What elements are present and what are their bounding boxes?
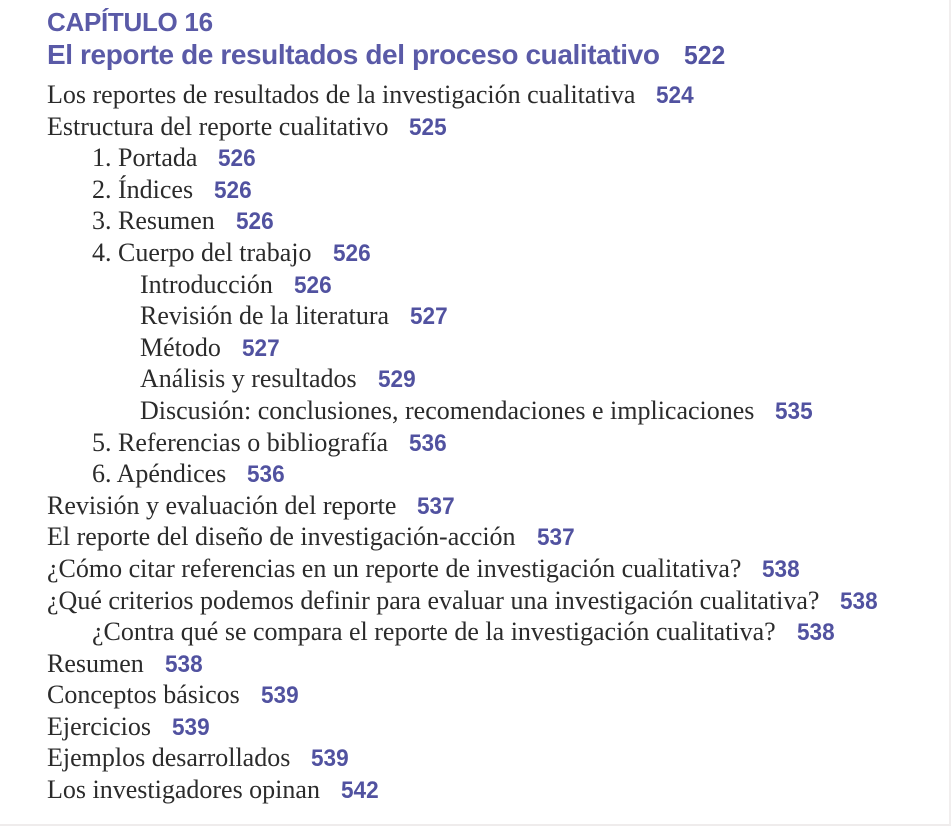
toc-entry-page-number: 537	[417, 492, 456, 520]
toc-entry-text: 5. Referencias o bibliografía	[92, 427, 388, 457]
toc-entry: Revisión y evaluación del reporte 537	[47, 490, 949, 522]
toc-entry: Método 527	[47, 332, 949, 364]
toc-entry-text: ¿Qué criterios podemos definir para eval…	[47, 585, 820, 615]
toc-entries: Los reportes de resultados de la investi…	[47, 79, 949, 806]
toc-entry-page-number: 539	[260, 682, 299, 710]
toc-entry: Los reportes de resultados de la investi…	[47, 79, 949, 111]
toc-entry-page-number: 526	[235, 208, 274, 236]
toc-entry: El reporte del diseño de investigación-a…	[47, 521, 949, 553]
toc-entry: ¿Contra qué se compara el reporte de la …	[47, 616, 949, 648]
toc-entry: Los investigadores opinan 542	[47, 774, 949, 806]
toc-entry-page-number: 526	[218, 145, 257, 173]
toc-entry-page-number: 525	[409, 113, 448, 141]
toc-entry-text: Discusión: conclusiones, recomendaciones…	[140, 395, 755, 425]
toc-entry-page-number: 536	[247, 461, 285, 489]
toc-entry-page-number: 538	[164, 650, 203, 678]
toc-entry: Ejercicios 539	[47, 711, 949, 743]
toc-entry: Ejemplos desarrollados 539	[47, 742, 949, 774]
toc-entry: 5. Referencias o bibliografía 536	[47, 427, 949, 459]
toc-entry-text: 1. Portada	[92, 143, 198, 173]
toc-entry-page-number: 538	[840, 587, 879, 615]
toc-entry: Análisis y resultados 529	[47, 363, 949, 395]
toc-entry: 3. Resumen 526	[47, 205, 949, 237]
chapter-title: El reporte de resultados del proceso cua…	[47, 39, 660, 70]
toc-entry-text: 2. Índices	[92, 174, 194, 204]
toc-entry-page-number: 527	[241, 334, 280, 362]
toc-entry-text: Resumen	[47, 648, 144, 678]
toc-entry-page-number: 538	[762, 555, 801, 583]
toc-entry-text: Introducción	[140, 269, 273, 299]
toc-entry-text: El reporte del diseño de investigación-a…	[47, 522, 516, 552]
toc-entry-page-number: 529	[377, 366, 416, 394]
toc-entry: Revisión de la literatura 527	[47, 300, 949, 332]
toc-entry-text: Ejemplos desarrollados	[47, 743, 291, 773]
toc-entry: Discusión: conclusiones, recomendaciones…	[47, 395, 949, 427]
toc-entry-page-number: 535	[775, 397, 814, 425]
toc-entry-text: Revisión y evaluación del reporte	[47, 490, 397, 520]
toc-entry-page-number: 539	[311, 745, 349, 773]
toc-entry: 6. Apéndices 536	[47, 458, 949, 490]
toc-entry-text: ¿Contra qué se compara el reporte de la …	[92, 617, 776, 647]
toc-entry: Introducción 526	[47, 269, 949, 301]
toc-entry: 2. Índices 526	[47, 174, 949, 206]
toc-entry: ¿Qué criterios podemos definir para eval…	[47, 585, 949, 617]
toc-entry-text: Análisis y resultados	[140, 364, 357, 394]
toc-entry-page-number: 526	[214, 176, 252, 204]
toc-entry-text: 6. Apéndices	[92, 459, 227, 489]
toc-entry-text: 3. Resumen	[92, 206, 215, 236]
toc-entry-text: Estructura del reporte cualitativo	[47, 111, 389, 141]
chapter-title-row: El reporte de resultados del proceso cua…	[47, 39, 949, 76]
toc-entry-text: Los reportes de resultados de la investi…	[47, 80, 636, 109]
toc-entry-page-number: 539	[171, 713, 210, 741]
toc-entry-page-number: 537	[536, 524, 575, 552]
toc-entry-text: Conceptos básicos	[47, 680, 240, 710]
toc-entry-text: Los investigadores opinan	[47, 775, 320, 805]
toc-entry-page-number: 542	[340, 777, 379, 805]
toc-entry: 4. Cuerpo del trabajo 526	[47, 237, 949, 269]
toc-entry-page-number: 536	[409, 429, 447, 457]
toc-entry-page-number: 527	[410, 303, 448, 331]
toc-entry-page-number: 526	[332, 239, 371, 267]
toc-entry: 1. Portada 526	[47, 142, 949, 174]
toc-entry: ¿Cómo citar referencias en un reporte de…	[47, 553, 949, 585]
toc-entry-page-number: 538	[796, 619, 835, 647]
toc-entry-page-number: 526	[293, 271, 332, 299]
toc-entry-text: ¿Cómo citar referencias en un reporte de…	[47, 553, 742, 583]
toc-entry-text: 4. Cuerpo del trabajo	[92, 237, 312, 267]
toc-entry-page-number: 524	[656, 82, 695, 109]
toc-entry: Estructura del reporte cualitativo 525	[47, 111, 949, 143]
chapter-label: CAPÍTULO 16	[47, 7, 213, 37]
chapter-page-number: 522	[683, 40, 725, 70]
toc-entry-text: Ejercicios	[47, 711, 151, 741]
toc-entry: Conceptos básicos 539	[47, 679, 949, 711]
toc-entry-text: Revisión de la literatura	[140, 301, 390, 331]
toc-entry-text: Método	[140, 332, 221, 362]
toc-entry: Resumen 538	[47, 648, 949, 680]
